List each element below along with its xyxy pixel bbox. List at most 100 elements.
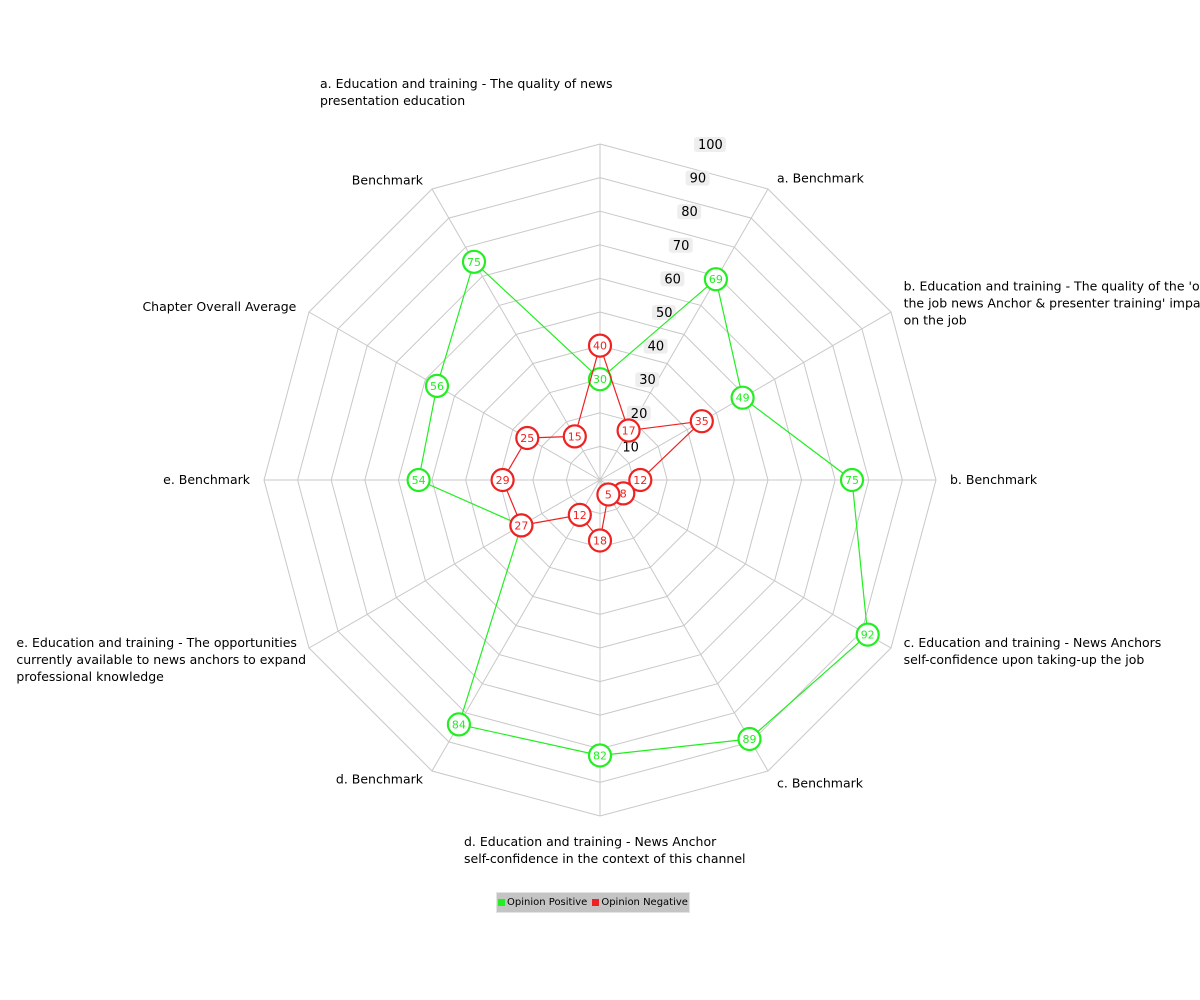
data-point-marker (567, 502, 592, 528)
data-point-marker (587, 743, 613, 768)
data-label: 12 (633, 474, 647, 487)
data-point[interactable]: 29 (490, 467, 515, 493)
ring-tick-10: 10 (622, 440, 639, 455)
ring-tick-label: 20 (631, 407, 648, 422)
data-point-marker (596, 482, 621, 507)
ring-tick-70: 70 (668, 237, 693, 254)
data-point[interactable]: 56 (424, 373, 450, 398)
data-point[interactable]: 40 (587, 333, 613, 358)
data-point-marker (509, 513, 534, 538)
legend-swatch-negative (592, 899, 600, 906)
ring-tick-box (643, 338, 668, 354)
data-point-marker (490, 467, 515, 493)
axis-label-5: c. Benchmark (777, 776, 864, 791)
data-point[interactable]: 35 (689, 409, 714, 434)
data-label: 89 (743, 733, 757, 746)
axis-label-3: b. Benchmark (950, 472, 1038, 487)
axis-labels: a. Education and training - The quality … (16, 76, 1200, 866)
ring-tick-100: 100 (694, 137, 726, 153)
ring-tick-box (652, 305, 676, 320)
ring-tick-box (626, 405, 651, 421)
data-label: 35 (695, 415, 709, 428)
ring-tick-40: 40 (643, 338, 668, 355)
data-point[interactable]: 92 (855, 622, 880, 647)
ring-tick-80: 80 (677, 204, 702, 220)
data-point-marker (446, 712, 471, 737)
axis-spoke (308, 479, 601, 649)
ring-tick-box (694, 137, 726, 152)
ring-tick-50: 50 (652, 305, 676, 321)
data-point[interactable]: 27 (509, 513, 534, 538)
ring-tick-label: 30 (639, 373, 656, 388)
data-point[interactable]: 84 (446, 712, 471, 737)
ring-tick-label: 70 (673, 239, 690, 254)
data-point[interactable]: 82 (587, 743, 613, 768)
data-point[interactable]: 54 (406, 467, 431, 493)
data-label: 29 (496, 474, 510, 487)
data-point[interactable]: 17 (616, 418, 641, 443)
data-point-marker (461, 249, 487, 274)
data-label: 25 (520, 432, 534, 445)
data-label: 18 (593, 535, 607, 548)
data-label: 8 (620, 487, 627, 500)
axis-label-0: a. Education and training - The quality … (320, 76, 613, 108)
ring-tick-box (660, 271, 685, 287)
legend-label-positive: Opinion Positive (507, 897, 588, 908)
data-point-marker (737, 726, 762, 752)
data-point[interactable]: 18 (587, 528, 613, 553)
data-point-marker (587, 528, 613, 553)
ring-tick-20: 20 (626, 405, 651, 422)
data-point[interactable]: 5 (596, 482, 621, 507)
axis-label-8: e. Education and training - The opportun… (16, 635, 306, 684)
data-label: 49 (736, 392, 750, 405)
data-point-marker (616, 418, 641, 443)
axis-label-11: Benchmark (352, 172, 424, 187)
data-point-marker (703, 267, 729, 292)
data-label: 84 (452, 718, 466, 731)
data-point[interactable]: 15 (562, 424, 587, 449)
data-label: 56 (430, 380, 444, 393)
legend-item-positive: Opinion Positive (498, 897, 587, 908)
data-label: 75 (845, 474, 859, 487)
data-point-marker (855, 622, 880, 647)
axis-label-1: a. Benchmark (777, 170, 865, 185)
data-point-marker (628, 467, 653, 493)
ring-tick-label: 100 (698, 138, 723, 153)
data-label: 92 (861, 629, 875, 642)
data-label: 30 (593, 373, 607, 386)
data-label: 82 (593, 750, 607, 763)
data-point[interactable]: 49 (730, 385, 755, 410)
radar-spokes (264, 144, 936, 816)
ring-tick-30: 30 (635, 372, 660, 388)
ring-tick-label: 80 (681, 205, 698, 220)
data-label: 40 (593, 340, 607, 353)
ring-tick-box (685, 170, 710, 186)
data-point-marker (839, 467, 865, 493)
data-point[interactable]: 25 (515, 425, 540, 451)
axis-spoke (308, 311, 601, 481)
data-point[interactable]: 69 (703, 267, 729, 292)
ring-tick-label: 50 (656, 306, 673, 321)
ring-tick-label: 90 (690, 172, 707, 187)
data-label: 12 (573, 509, 587, 522)
data-label: 69 (709, 273, 723, 286)
data-point[interactable]: 89 (737, 726, 762, 752)
ring-tick-label: 60 (664, 272, 681, 287)
data-label: 54 (412, 474, 426, 487)
data-point[interactable]: 75 (461, 249, 487, 274)
data-point[interactable]: 75 (839, 467, 865, 493)
data-point-marker (587, 333, 613, 358)
series-0: 30 69 49 75 92 89 82 84 27 54 56 75 (406, 249, 880, 768)
legend-label-negative: Opinion Negative (601, 897, 688, 908)
ring-tick-box (677, 204, 702, 220)
data-label: 5 (605, 489, 612, 502)
data-point[interactable]: 12 (628, 467, 653, 493)
legend-item-negative: Opinion Negative (592, 897, 688, 908)
ring-tick-label: 10 (622, 440, 639, 455)
data-point-marker (406, 467, 431, 493)
data-point[interactable]: 12 (567, 502, 592, 528)
ring-tick-60: 60 (660, 271, 685, 287)
axis-label-2: b. Education and training - The quality … (904, 279, 1200, 328)
